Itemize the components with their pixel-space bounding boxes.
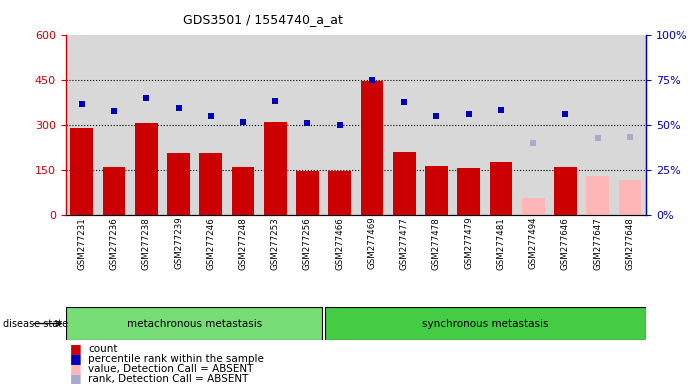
Text: GSM277481: GSM277481 — [496, 217, 506, 270]
Bar — [457, 169, 480, 215]
Bar — [325, 307, 646, 340]
Bar — [393, 152, 415, 215]
Bar — [292, 35, 323, 215]
Text: GSM277469: GSM277469 — [368, 217, 377, 270]
Bar — [231, 167, 254, 215]
Bar — [103, 167, 125, 215]
Bar — [195, 35, 227, 215]
Bar — [549, 35, 582, 215]
Text: ■: ■ — [70, 362, 82, 376]
Text: GSM277248: GSM277248 — [238, 217, 247, 270]
Bar — [618, 180, 641, 215]
Text: ■: ■ — [70, 372, 82, 384]
Text: count: count — [88, 344, 117, 354]
Text: GSM277238: GSM277238 — [142, 217, 151, 270]
Text: GSM277253: GSM277253 — [271, 217, 280, 270]
Text: GSM277246: GSM277246 — [206, 217, 216, 270]
Bar — [200, 153, 222, 215]
Text: GSM277477: GSM277477 — [399, 217, 409, 270]
Bar — [259, 35, 292, 215]
Text: disease state: disease state — [3, 318, 68, 329]
Bar — [130, 35, 162, 215]
Text: ■: ■ — [70, 342, 82, 355]
Bar — [70, 128, 93, 215]
Bar — [227, 35, 259, 215]
Bar — [356, 35, 388, 215]
Bar — [328, 170, 351, 215]
Bar — [98, 35, 130, 215]
Text: GSM277466: GSM277466 — [335, 217, 344, 270]
Bar — [420, 35, 453, 215]
Text: GSM277648: GSM277648 — [625, 217, 634, 270]
Text: GSM277647: GSM277647 — [593, 217, 603, 270]
Bar — [582, 35, 614, 215]
Bar — [296, 170, 319, 215]
Text: GSM277256: GSM277256 — [303, 217, 312, 270]
Bar — [66, 307, 322, 340]
Text: GDS3501 / 1554740_a_at: GDS3501 / 1554740_a_at — [182, 13, 343, 26]
Bar — [264, 122, 287, 215]
Bar — [425, 166, 448, 215]
Bar — [388, 35, 420, 215]
Bar — [614, 35, 646, 215]
Bar — [167, 153, 190, 215]
Bar — [554, 167, 577, 215]
Text: value, Detection Call = ABSENT: value, Detection Call = ABSENT — [88, 364, 254, 374]
Text: GSM277231: GSM277231 — [77, 217, 86, 270]
Bar — [135, 123, 158, 215]
Text: rank, Detection Call = ABSENT: rank, Detection Call = ABSENT — [88, 374, 248, 384]
Bar — [162, 35, 195, 215]
Bar — [453, 35, 485, 215]
Text: synchronous metastasis: synchronous metastasis — [422, 318, 548, 329]
Bar — [522, 199, 545, 215]
Text: GSM277479: GSM277479 — [464, 217, 473, 270]
Text: percentile rank within the sample: percentile rank within the sample — [88, 354, 264, 364]
Bar — [517, 35, 549, 215]
Text: GSM277236: GSM277236 — [109, 217, 119, 270]
Bar — [485, 35, 517, 215]
Text: GSM277478: GSM277478 — [432, 217, 441, 270]
Bar — [323, 35, 356, 215]
Text: GSM277646: GSM277646 — [561, 217, 570, 270]
Bar — [361, 81, 384, 215]
Bar — [490, 162, 512, 215]
Text: GSM277239: GSM277239 — [174, 217, 183, 270]
Bar — [587, 176, 609, 215]
Text: metachronous metastasis: metachronous metastasis — [127, 318, 263, 329]
Text: GSM277494: GSM277494 — [529, 217, 538, 270]
Text: ■: ■ — [70, 352, 82, 365]
Bar — [66, 35, 98, 215]
